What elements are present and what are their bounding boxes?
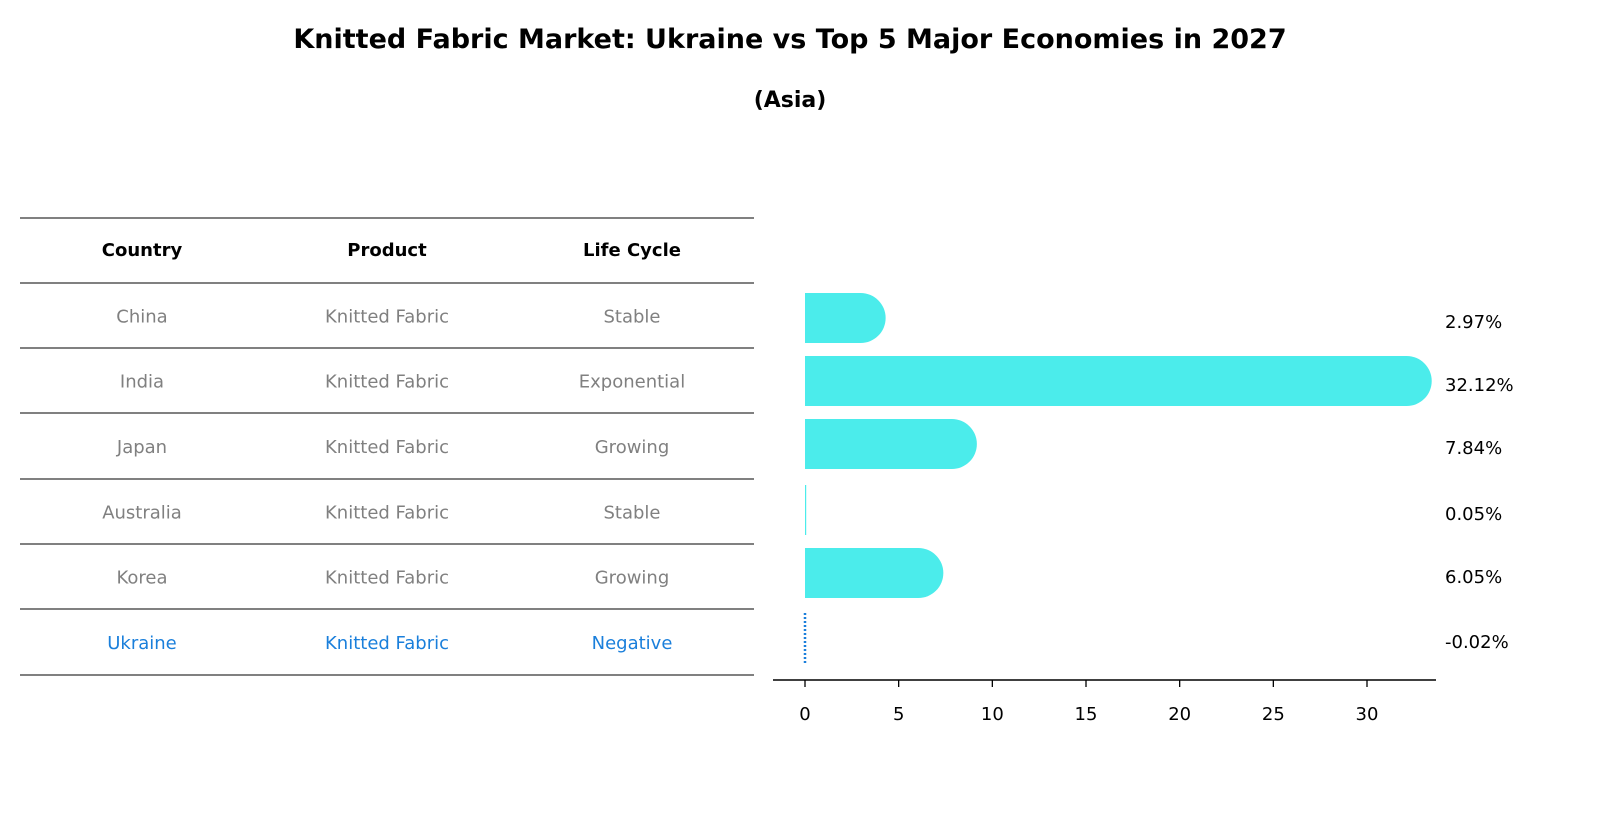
bar-australia [805, 485, 807, 535]
x-tick-label: 10 [981, 704, 1004, 725]
table-cell: Knitted Fabric [325, 568, 449, 589]
data-label: 2.97% [1445, 312, 1502, 333]
data-label: 0.05% [1445, 504, 1502, 525]
table-cell: Knitted Fabric [325, 372, 449, 393]
table-cell: Knitted Fabric [325, 307, 449, 328]
data-label: -0.02% [1445, 632, 1509, 653]
bar-india [805, 356, 1432, 406]
table-cell: Stable [603, 307, 660, 328]
bar-plot: 2.97% 32.12% 7.84% 0.05% 6.05% -0.02% 0 5 10 15 20… [773, 293, 1514, 725]
table-cell: Knitted Fabric [325, 437, 449, 458]
data-table: Country Product Life Cycle China Knitted Fab… [20, 217, 754, 676]
table-cell: Ukraine [107, 633, 177, 654]
x-tick-label: 30 [1356, 704, 1379, 725]
chart-subtitle: (Asia) [754, 88, 827, 113]
chart-title: Knitted Fabric Market: Ukraine vs Top 5 … [293, 24, 1286, 55]
x-tick-label: 25 [1262, 704, 1285, 725]
bar-korea [805, 548, 944, 598]
table-header: Country [102, 240, 183, 261]
data-label: 7.84% [1445, 438, 1502, 459]
bar-china [805, 293, 886, 343]
table-cell: Knitted Fabric [325, 633, 449, 654]
x-tick-label: 5 [893, 704, 904, 725]
table-cell: Growing [595, 568, 670, 589]
table-cell: India [120, 372, 164, 393]
table-header: Product [347, 240, 427, 261]
table-cell: Korea [116, 568, 167, 589]
table-header: Life Cycle [583, 240, 681, 261]
data-label: 32.12% [1445, 375, 1514, 396]
table-cell: China [116, 307, 167, 328]
x-tick-label: 15 [1075, 704, 1098, 725]
table-cell: Growing [595, 437, 670, 458]
table-cell: Stable [603, 503, 660, 524]
table-cell: Japan [116, 437, 167, 458]
table-cell: Knitted Fabric [325, 503, 449, 524]
data-label: 6.05% [1445, 567, 1502, 588]
x-tick-label: 20 [1168, 704, 1191, 725]
table-cell: Negative [592, 633, 673, 654]
table-cell: Exponential [579, 372, 685, 393]
table-cell: Australia [102, 503, 182, 524]
x-tick-label: 0 [799, 704, 810, 725]
bar-japan [805, 419, 977, 469]
